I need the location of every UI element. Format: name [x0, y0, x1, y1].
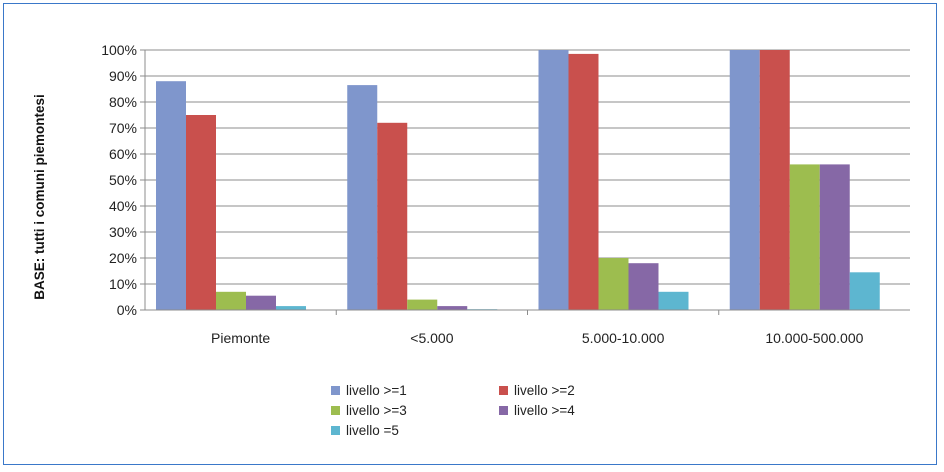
legend-item: livello >=3	[331, 403, 407, 418]
bar	[276, 306, 306, 310]
category-label: 5.000-10.000	[582, 330, 665, 346]
bar-chart: 0% 10% 20% 30% 40% 50% 60% 70% 80% 90% 100% Piemon…	[32, 42, 910, 438]
legend-swatch	[331, 386, 340, 395]
y-tick-label: 100%	[101, 42, 137, 58]
bar	[216, 291, 246, 310]
category-label: 10.000-500.000	[765, 330, 863, 346]
bar	[437, 306, 468, 310]
category-labels: Piemonte <5.000 5.000-10.000 10.000-500.000	[211, 330, 864, 346]
axes	[144, 50, 910, 315]
bar	[538, 50, 569, 310]
y-tick-label: 90%	[109, 68, 137, 84]
legend-label: livello >=4	[514, 403, 575, 418]
legend-swatch	[499, 406, 508, 415]
category-label: <5.000	[410, 330, 453, 346]
legend-item: livello =5	[331, 423, 399, 438]
y-tick-label: 40%	[109, 198, 137, 214]
legend: livello >=1 livello >=2 livello >=3 livello…	[331, 383, 575, 438]
bar	[729, 50, 760, 310]
legend-label: livello >=2	[514, 383, 575, 398]
bar	[407, 299, 438, 310]
legend-swatch	[331, 426, 340, 435]
y-tick-label: 20%	[109, 250, 137, 266]
bar	[819, 164, 850, 310]
y-tick-label: 70%	[109, 120, 137, 136]
bar	[658, 291, 689, 310]
y-tick-label: 80%	[109, 94, 137, 110]
legend-swatch	[499, 386, 508, 395]
y-tick-label: 30%	[109, 224, 137, 240]
bars	[156, 50, 880, 311]
y-tick-label: 50%	[109, 172, 137, 188]
legend-label: livello >=3	[346, 403, 407, 418]
bar	[347, 85, 378, 310]
y-tick-label: 60%	[109, 146, 137, 162]
chart-frame: 0% 10% 20% 30% 40% 50% 60% 70% 80% 90% 100% Piemon…	[3, 3, 937, 465]
bar	[849, 272, 880, 310]
category-label: Piemonte	[211, 330, 270, 346]
y-tick-label: 10%	[109, 276, 137, 292]
y-tick-label: 0%	[117, 302, 137, 318]
legend-label: livello =5	[346, 423, 399, 438]
y-axis-ticks: 0% 10% 20% 30% 40% 50% 60% 70% 80% 90% 100%	[101, 42, 145, 318]
y-axis-label: BASE: tutti i comuni piemontesi	[32, 94, 47, 300]
bar	[598, 258, 629, 310]
legend-item: livello >=2	[499, 383, 575, 398]
legend-item: livello >=1	[331, 383, 407, 398]
bar	[759, 50, 790, 310]
bar	[156, 81, 186, 310]
legend-item: livello >=4	[499, 403, 575, 418]
bar	[568, 53, 599, 311]
bar	[377, 122, 408, 310]
legend-label: livello >=1	[346, 383, 407, 398]
bar	[246, 295, 276, 310]
bar	[789, 164, 820, 310]
bar	[186, 115, 216, 310]
legend-swatch	[331, 406, 340, 415]
bar	[628, 263, 659, 310]
